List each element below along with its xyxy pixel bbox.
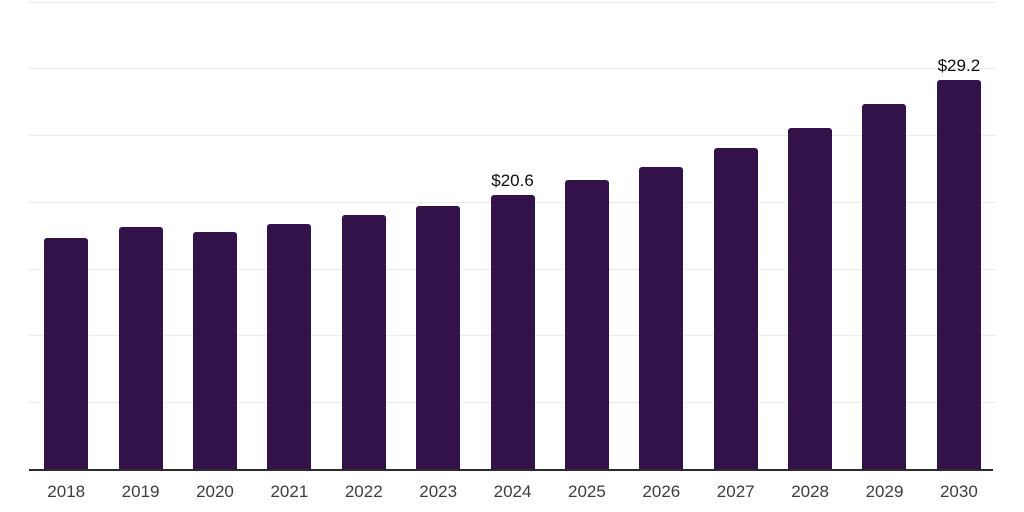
bar-2028[interactable]	[788, 128, 833, 470]
gridline-25	[29, 135, 996, 137]
bar-slot-2018	[29, 0, 103, 470]
x-tick-label-2029: 2029	[865, 482, 904, 501]
bar-2022[interactable]	[341, 214, 386, 470]
bar-2018[interactable]	[44, 237, 89, 470]
bar-slot-2019	[103, 0, 177, 470]
bar-slot-2020	[178, 0, 252, 470]
bar-2030[interactable]: $29.2	[936, 56, 981, 470]
x-tick-label-2030: 2030	[939, 482, 978, 501]
x-tick-label-2028: 2028	[791, 482, 830, 501]
bar-2025[interactable]	[564, 180, 609, 470]
x-tick-label-2024: 2024	[493, 482, 532, 501]
bar-2019[interactable]	[118, 226, 163, 470]
gridline-30	[29, 68, 996, 70]
bar-slot-2027	[699, 0, 773, 470]
plot-area: $20.6 $29.2	[29, 0, 996, 471]
x-tick-label-2027: 2027	[716, 482, 755, 501]
x-axis-labels: 2018 2019 2020 2021 2022 2023 2024 2025 2026 2027…	[29, 482, 996, 501]
x-tick-label-2023: 2023	[419, 482, 458, 501]
bar-value-label-2030: $29.2	[937, 55, 981, 75]
bar-slot-2030: $29.2	[922, 0, 996, 470]
bar-2024[interactable]: $20.6	[490, 171, 535, 470]
x-tick-label-2026: 2026	[642, 482, 681, 501]
gridline-35	[29, 1, 996, 3]
bar-slot-2028	[773, 0, 847, 470]
bar-2029[interactable]	[862, 104, 907, 470]
bar-slot-2023	[401, 0, 475, 470]
bar-slot-2024: $20.6	[475, 0, 549, 470]
bar-2021[interactable]	[267, 224, 312, 470]
bar-2023[interactable]	[416, 205, 461, 470]
x-tick-label-2018: 2018	[47, 482, 86, 501]
bars-layer: $20.6 $29.2	[29, 0, 996, 470]
bar-slot-2026	[624, 0, 698, 470]
x-tick-label-2019: 2019	[121, 482, 160, 501]
bar-2026[interactable]	[639, 166, 684, 470]
bar-2027[interactable]	[713, 148, 758, 470]
bar-slot-2021	[252, 0, 326, 470]
bar-slot-2022	[327, 0, 401, 470]
x-tick-label-2025: 2025	[568, 482, 606, 501]
x-tick-label-2022: 2022	[344, 482, 383, 501]
bar-slot-2029	[847, 0, 921, 470]
x-axis-line	[29, 469, 993, 471]
bar-value-label-2024: $20.6	[491, 170, 534, 190]
x-tick-label-2021: 2021	[270, 482, 309, 501]
bar-slot-2025	[550, 0, 624, 470]
x-tick-label-2020: 2020	[196, 482, 234, 501]
bar-2020[interactable]	[192, 232, 237, 470]
